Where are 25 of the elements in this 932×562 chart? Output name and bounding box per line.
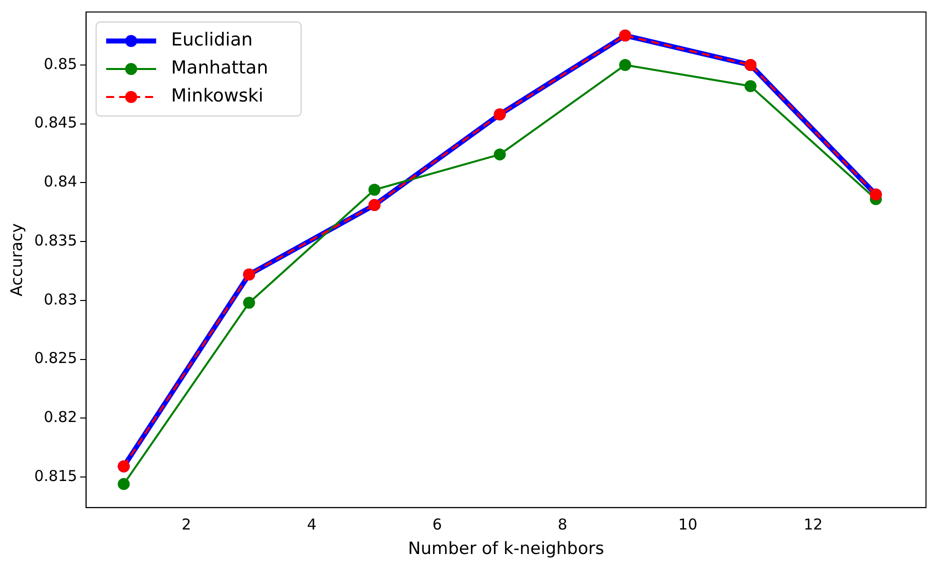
x-tick-label: 8: [558, 515, 568, 534]
y-tick-label: 0.835: [34, 231, 78, 250]
point: [368, 184, 380, 196]
point: [494, 148, 506, 160]
y-tick-label: 0.82: [44, 408, 78, 426]
legend-label: Manhattan: [171, 58, 268, 79]
point: [118, 478, 130, 490]
legend-label: Euclidian: [171, 30, 253, 51]
x-tick-label: 6: [432, 515, 442, 534]
point: [243, 296, 256, 309]
y-tick-label: 0.825: [34, 349, 78, 368]
x-axis-title: Number of k-neighbors: [408, 539, 604, 560]
x-tick-label: 4: [307, 515, 317, 534]
y-tick-label: 0.83: [44, 290, 78, 308]
y-tick-label: 0.815: [34, 466, 78, 485]
x-tick-label: 10: [678, 515, 698, 534]
y-tick-label: 0.84: [44, 172, 78, 191]
x-tick-label: 2: [182, 515, 192, 534]
point: [744, 80, 757, 92]
point: [619, 58, 632, 71]
y-tick-label: 0.845: [34, 114, 78, 132]
y-axis-title: Accuracy: [6, 223, 26, 296]
y-tick-label: 0.85: [44, 54, 78, 73]
x-tick-label: 12: [804, 515, 823, 534]
legend-label: Minkowski: [171, 86, 264, 107]
